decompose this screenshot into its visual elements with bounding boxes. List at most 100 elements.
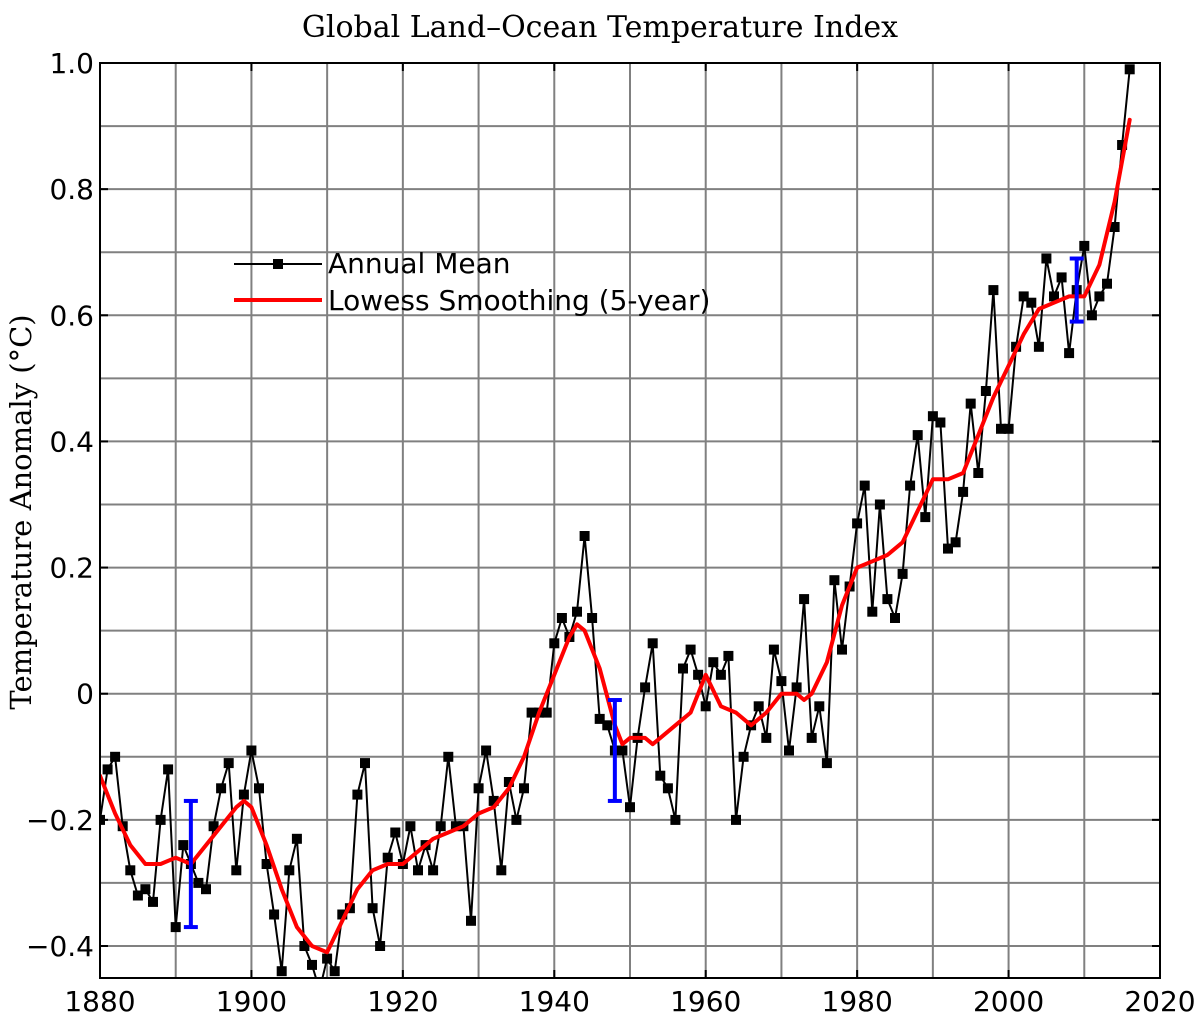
data-point-1967 [753,701,764,712]
data-point-1997 [980,386,991,396]
data-point-1952 [640,682,651,693]
data-point-1959 [693,669,704,680]
data-point-1887 [148,896,158,907]
data-point-1931 [481,745,492,756]
data-point-1949 [617,745,628,756]
data-point-1956 [670,814,681,825]
data-point-1975 [814,701,825,712]
data-point-1936 [519,783,529,794]
legend: Annual Mean Lowess Smoothing (5-year) [234,247,710,317]
data-point-1914 [352,789,363,800]
data-point-1924 [428,865,439,876]
data-point-1945 [587,613,598,623]
data-point-1986 [897,568,908,579]
data-point-1957 [678,663,688,674]
x-tick-label: 2000 [973,985,1044,1016]
data-point-2014 [1109,222,1120,232]
data-point-1953 [647,638,658,649]
data-point-1886 [140,884,151,895]
data-point-1937 [526,707,537,718]
y-axis-label: Temperature Anomaly (°C) [4,314,38,709]
data-point-1987 [905,480,916,491]
x-tick-label: 1940 [519,985,590,1016]
data-point-1935 [511,814,522,825]
error-bar-1892 [183,798,198,930]
data-point-1977 [829,575,840,586]
data-point-1984 [882,594,893,605]
data-point-2006 [1049,291,1059,302]
data-point-2011 [1086,310,1097,321]
data-point-1990 [927,411,938,422]
data-point-1989 [920,512,931,523]
data-point-1947 [602,720,613,731]
data-point-2015 [1117,140,1128,150]
data-point-1939 [541,707,552,718]
y-tick-label: 0.4 [49,425,94,458]
data-point-1901 [254,783,264,794]
data-point-1965 [738,751,749,762]
data-point-1890 [170,922,181,933]
data-point-1907 [299,941,310,951]
x-tick-label: 1980 [822,985,893,1016]
data-point-1940 [549,638,560,649]
data-point-1927 [450,821,461,832]
data-point-1910 [322,953,333,964]
chart-title: Global Land–Ocean Temperature Index [302,10,898,45]
data-point-1925 [435,821,446,832]
data-point-1993 [950,537,961,548]
data-point-1943 [572,606,582,617]
data-point-2013 [1102,278,1112,289]
data-point-1972 [791,682,802,693]
data-point-1889 [163,764,174,775]
data-point-1926 [443,751,454,762]
data-point-1912 [337,909,348,920]
data-point-1968 [761,732,772,743]
data-point-1996 [973,468,984,478]
axes: 1880 1900 1920 1940 1960 1980 2000 2020 −0.4 −0.2… [26,47,1196,1016]
lowess-smoothing-line [100,117,1132,955]
data-point-1888 [155,814,166,825]
x-tick-label: 1880 [64,985,135,1016]
data-point-1992 [943,543,953,554]
data-point-1991 [935,417,946,428]
data-point-1961 [708,657,719,668]
data-point-1905 [284,865,295,876]
data-point-1962 [715,669,726,680]
data-point-1918 [382,852,393,863]
data-point-1885 [132,890,143,901]
data-point-1915 [360,758,370,769]
error-bar-1948 [607,698,622,803]
data-point-1985 [890,613,900,623]
data-point-1911 [329,966,340,977]
data-point-1944 [579,531,590,541]
data-point-1929 [466,915,476,926]
data-point-1904 [276,966,287,977]
data-point-1983 [874,499,885,510]
y-tick-label: 1.0 [49,47,94,80]
data-point-1950 [625,802,635,813]
data-point-1900 [246,745,257,756]
y-tick-label: 0.2 [49,552,94,585]
data-point-1909 [315,985,325,995]
data-point-1906 [291,833,302,844]
plot-frame [99,62,1161,979]
data-point-1971 [784,745,794,756]
data-point-2002 [1018,291,1029,302]
data-point-1973 [799,594,810,605]
data-point-2010 [1079,240,1090,251]
data-point-1995 [965,398,976,409]
data-point-2008 [1064,348,1075,359]
data-point-1884 [125,865,136,876]
x-tick-label: 1960 [670,985,741,1016]
legend-annual-mean-marker [273,259,283,269]
y-tick-label: 0.6 [49,299,94,332]
data-point-1974 [806,732,817,743]
data-point-1902 [261,859,272,869]
data-point-1895 [208,821,219,832]
data-point-2004 [1033,341,1044,352]
data-point-1960 [700,701,711,712]
x-tick-label: 2020 [1124,985,1195,1016]
data-point-1963 [723,650,734,661]
data-point-1998 [988,285,999,296]
